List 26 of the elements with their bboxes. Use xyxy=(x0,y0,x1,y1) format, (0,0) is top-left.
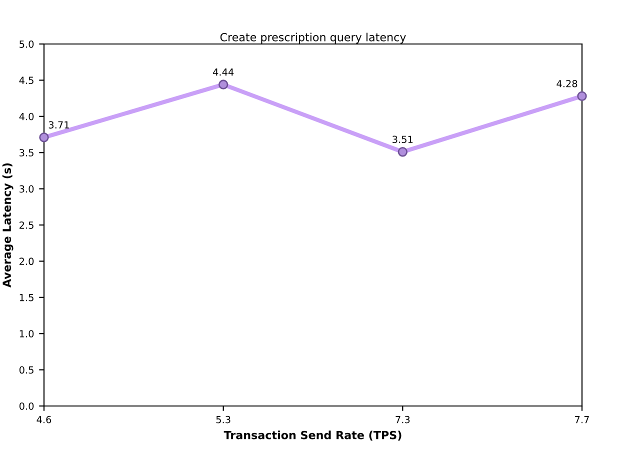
x-axis-title: Transaction Send Rate (TPS) xyxy=(224,430,402,441)
point xyxy=(218,80,228,90)
y-tick-label: 2.0 xyxy=(20,258,34,266)
data-label: 4.44 xyxy=(212,68,234,76)
y-tick-label: 3.5 xyxy=(20,149,34,156)
x-tick-label: 4.6 xyxy=(36,416,52,424)
data-label: 4.28 xyxy=(556,80,578,88)
chart-title: Create prescription query latency xyxy=(220,32,406,44)
y-tick-label: 5.0 xyxy=(20,40,34,48)
y-tick-label: 2.5 xyxy=(20,221,34,229)
y-axis-title: Average Latency (s) xyxy=(2,163,14,288)
x-tick-label: 7.3 xyxy=(396,416,410,424)
y-tick-label: 0.0 xyxy=(19,402,34,410)
data-label: 3.51 xyxy=(392,136,413,144)
data-label: 3.71 xyxy=(48,121,69,129)
point xyxy=(39,132,49,142)
point xyxy=(577,91,587,101)
y-tick-label: 4.5 xyxy=(19,76,34,84)
x-tick-label: 5.3 xyxy=(216,416,230,424)
x-tick-label: 7.7 xyxy=(575,416,589,424)
point xyxy=(398,147,408,157)
y-tick-label: 1.5 xyxy=(20,294,34,302)
y-tick-label: 1.0 xyxy=(20,330,34,338)
y-tick-label: 3.0 xyxy=(20,185,34,193)
y-tick-label: 4.0 xyxy=(19,112,34,120)
y-tick-label: 0.5 xyxy=(19,366,34,374)
